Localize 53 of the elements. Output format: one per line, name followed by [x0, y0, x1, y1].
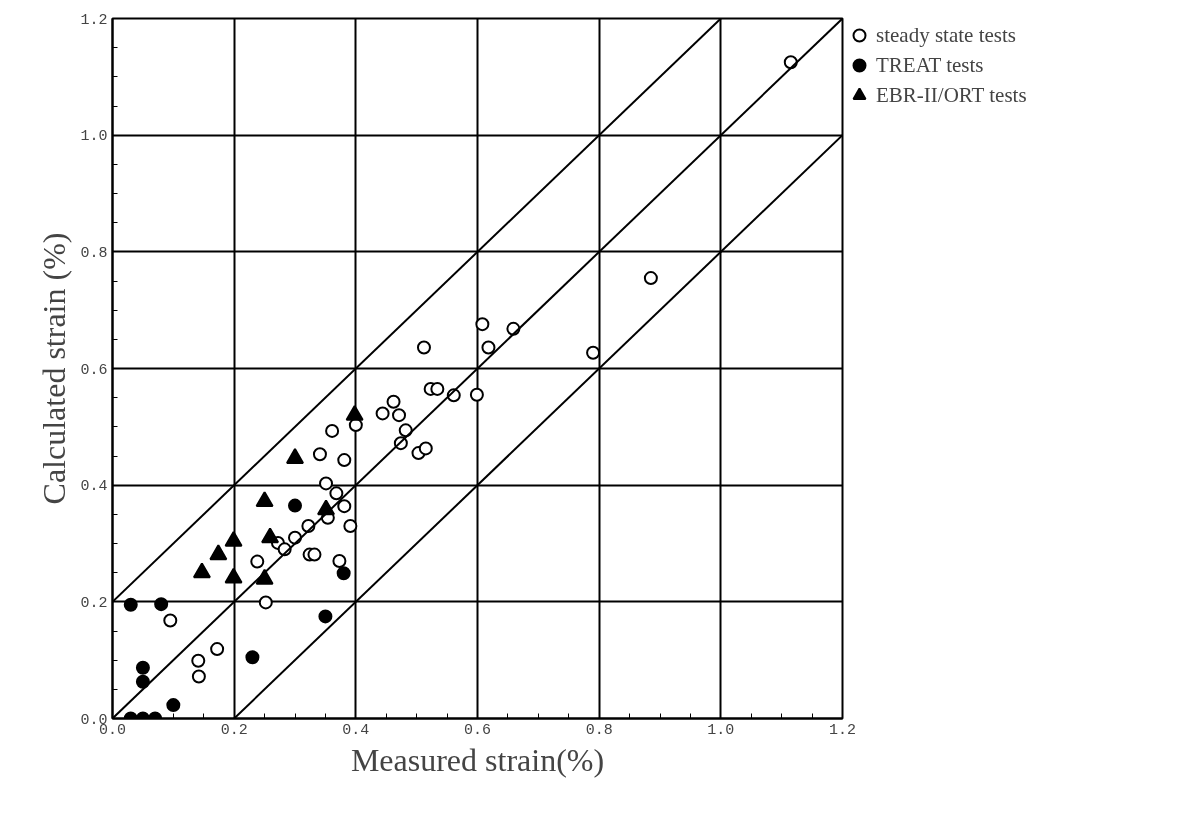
legend-label: EBR-II/ORT tests	[876, 82, 1027, 108]
point	[307, 547, 322, 562]
legend-label: TREAT tests	[876, 52, 984, 78]
point	[255, 491, 274, 508]
point	[135, 674, 150, 689]
x-axis-title: Measured strain(%)	[350, 741, 605, 778]
x-tick-label: 0.8	[585, 721, 613, 739]
legend-label: steady state tests	[876, 22, 1016, 48]
point	[375, 406, 390, 421]
point	[337, 453, 352, 468]
point	[430, 381, 445, 396]
point	[329, 486, 344, 501]
y-tick-label: 0.8	[80, 244, 108, 262]
point	[318, 609, 333, 624]
point	[288, 498, 302, 513]
x-tick-label: 1.2	[829, 721, 857, 739]
point	[250, 554, 265, 569]
point	[416, 340, 431, 355]
point	[337, 499, 352, 514]
y-tick-label: 1.2	[80, 11, 108, 29]
point	[312, 447, 327, 462]
point	[154, 597, 169, 612]
y-tick-label: 0.4	[80, 478, 108, 496]
y-tick-label: 0.6	[80, 361, 108, 379]
point	[475, 317, 490, 332]
y-tick-label: 0.2	[80, 594, 108, 612]
point	[319, 476, 334, 491]
point	[123, 597, 138, 612]
point	[336, 566, 351, 581]
point	[343, 519, 358, 533]
point	[332, 554, 347, 568]
point	[469, 387, 484, 402]
point	[191, 653, 206, 668]
x-tick-label: 0.6	[464, 721, 492, 739]
point	[418, 441, 433, 456]
point	[481, 340, 496, 355]
y-tick-label: 1.0	[80, 128, 108, 146]
x-tick-label: 1.0	[707, 721, 735, 739]
point	[643, 271, 658, 286]
point	[210, 642, 225, 657]
point	[166, 698, 181, 713]
point	[325, 423, 340, 438]
point	[245, 650, 260, 665]
point	[386, 394, 401, 409]
point	[135, 660, 150, 675]
point	[586, 345, 601, 360]
x-tick-label: 0.4	[342, 721, 370, 739]
y-axis-title: Calculated strain (%)	[36, 232, 73, 505]
point	[191, 669, 206, 684]
point	[163, 613, 178, 628]
x-tick-label: 0.2	[220, 721, 248, 739]
point	[392, 408, 407, 423]
point	[258, 595, 273, 610]
